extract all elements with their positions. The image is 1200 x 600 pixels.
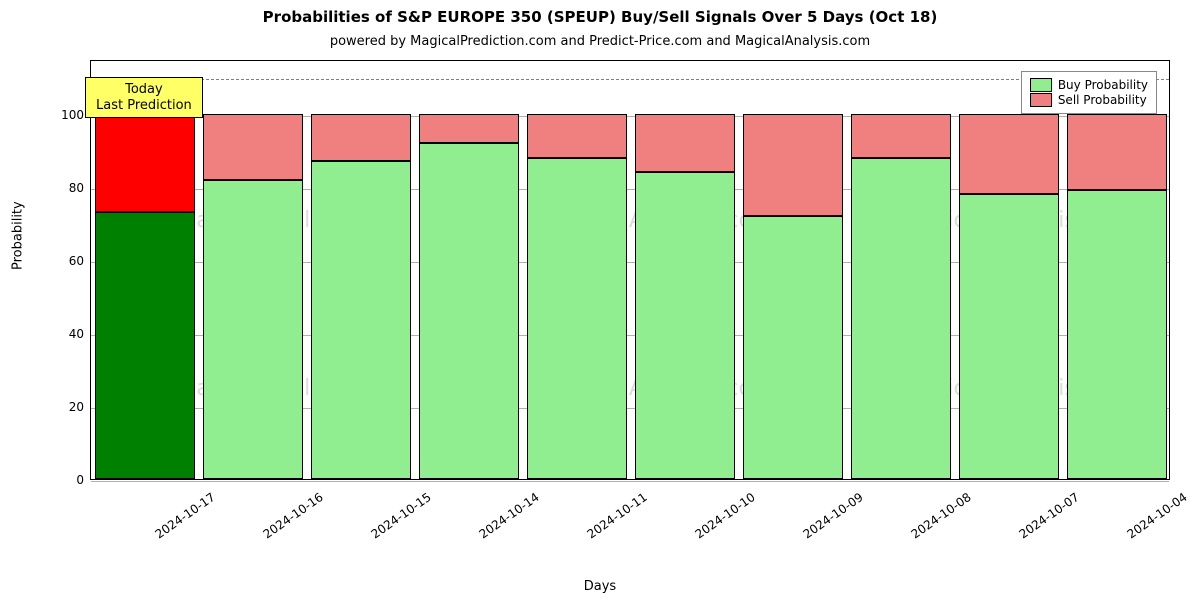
x-tick-label: 2024-10-10: [693, 490, 758, 541]
y-tick-label: 80: [44, 181, 84, 195]
x-tick-label: 2024-10-14: [477, 490, 542, 541]
x-axis-label: Days: [0, 579, 1200, 594]
sell-bar: [527, 114, 626, 158]
buy-bar: [959, 194, 1058, 479]
bar-group: [311, 59, 410, 479]
sell-bar: [635, 114, 734, 172]
sell-bar: [419, 114, 518, 143]
x-tick-label: 2024-10-09: [801, 490, 866, 541]
sell-bar: [203, 114, 302, 180]
buy-bar: [419, 143, 518, 479]
legend-item: Buy Probability: [1030, 78, 1148, 92]
y-tick-label: 100: [44, 108, 84, 122]
x-tick-label: 2024-10-04: [1125, 490, 1190, 541]
legend-swatch: [1030, 78, 1052, 92]
legend-swatch: [1030, 93, 1052, 107]
buy-bar: [743, 216, 842, 479]
sell-bar: [959, 114, 1058, 194]
bar-group: [419, 59, 518, 479]
buy-bar: [311, 161, 410, 479]
x-tick-label: 2024-10-08: [909, 490, 974, 541]
y-tick-label: 60: [44, 254, 84, 268]
reference-line: [91, 79, 1169, 80]
y-axis-label: Probability: [11, 201, 26, 270]
sell-bar: [311, 114, 410, 161]
bar-group: [743, 59, 842, 479]
chart-figure: Probabilities of S&P EUROPE 350 (SPEUP) …: [0, 0, 1200, 600]
legend-item: Sell Probability: [1030, 93, 1148, 107]
y-tick-label: 40: [44, 327, 84, 341]
legend: Buy ProbabilitySell Probability: [1021, 71, 1157, 114]
y-tick-label: 0: [44, 473, 84, 487]
bar-group: [635, 59, 734, 479]
buy-bar: [851, 158, 950, 479]
sell-bar: [851, 114, 950, 158]
chart-subtitle: powered by MagicalPrediction.com and Pre…: [0, 34, 1200, 49]
sell-bar: [743, 114, 842, 216]
sell-bar: [95, 114, 194, 213]
x-tick-label: 2024-10-11: [585, 490, 650, 541]
bar-group: [95, 59, 194, 479]
sell-bar: [1067, 114, 1166, 191]
bar-group: [1067, 59, 1166, 479]
gridline: [91, 481, 1169, 482]
buy-bar: [527, 158, 626, 479]
x-tick-label: 2024-10-15: [369, 490, 434, 541]
plot-area: MagicalAnalysis.comMagicalAnalysis.comMa…: [90, 60, 1170, 480]
legend-label: Buy Probability: [1058, 78, 1148, 92]
y-tick-label: 20: [44, 400, 84, 414]
chart-title: Probabilities of S&P EUROPE 350 (SPEUP) …: [0, 8, 1200, 26]
bar-group: [203, 59, 302, 479]
buy-bar: [203, 180, 302, 479]
buy-bar: [635, 172, 734, 479]
today-annotation: TodayLast Prediction: [85, 77, 203, 118]
legend-label: Sell Probability: [1058, 93, 1147, 107]
bar-group: [851, 59, 950, 479]
x-tick-label: 2024-10-16: [261, 490, 326, 541]
buy-bar: [95, 212, 194, 479]
x-tick-label: 2024-10-17: [153, 490, 218, 541]
buy-bar: [1067, 190, 1166, 479]
bar-group: [959, 59, 1058, 479]
bar-group: [527, 59, 626, 479]
x-tick-label: 2024-10-07: [1017, 490, 1082, 541]
